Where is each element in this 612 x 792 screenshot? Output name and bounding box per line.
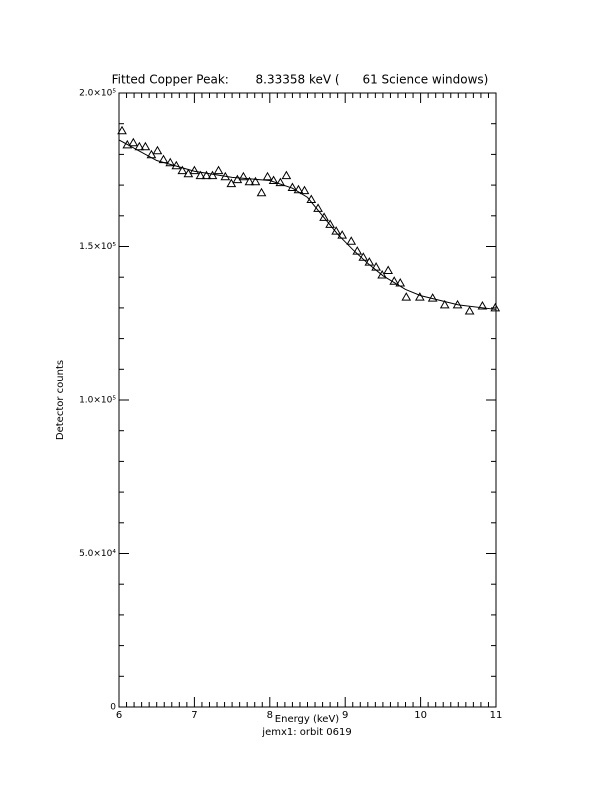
data-point [140, 141, 151, 151]
data-point [177, 165, 188, 175]
data-point [213, 165, 224, 175]
data-point [134, 141, 145, 151]
fit-line [118, 139, 497, 310]
data-point [117, 125, 127, 135]
data-point [477, 301, 488, 310]
data-point [383, 265, 394, 274]
x-axis-label: Energy (keV) [275, 714, 340, 725]
y-tick-label: 1.5×10⁵ [79, 242, 116, 252]
data-point [201, 170, 212, 180]
data-point [401, 292, 412, 301]
data-point [371, 262, 381, 271]
data-point [165, 157, 176, 167]
data-point [464, 305, 475, 315]
y-tick-label: 0 [110, 703, 116, 713]
data-point [268, 175, 279, 184]
x-tick-label: 9 [342, 710, 348, 721]
data-point [389, 276, 400, 285]
data-point [346, 236, 357, 245]
y-tick-label: 5.0×10⁴ [79, 549, 116, 559]
y-axis-label: Detector counts [55, 360, 66, 440]
x-tick-label: 8 [267, 710, 273, 721]
data-point [414, 292, 425, 301]
data-point [293, 184, 304, 194]
data-point [377, 270, 388, 279]
data-point [490, 302, 501, 312]
data-point [250, 176, 261, 186]
y-tick-label: 2.0×10⁵ [79, 89, 116, 99]
data-point [128, 137, 139, 147]
data-point [281, 170, 292, 180]
x-tick-label: 11 [490, 710, 503, 721]
plot-frame [118, 92, 497, 708]
chart-title: Fitted Copper Peak: 8.33358 keV ( 61 Sci… [112, 73, 489, 87]
subtitle: jemx1: orbit 0619 [261, 727, 351, 738]
data-point [122, 139, 133, 149]
data-point [207, 170, 218, 180]
data-point [439, 299, 450, 309]
data-point [319, 212, 329, 221]
x-tick-label: 6 [116, 710, 122, 721]
data-point [275, 177, 286, 187]
data-point [299, 185, 310, 195]
data-point [325, 219, 335, 228]
y-tick-label: 1.0×10⁵ [79, 396, 116, 406]
data-point [238, 171, 249, 181]
data-point [244, 176, 255, 186]
data-point [152, 145, 163, 155]
x-tick-label: 10 [414, 710, 427, 721]
data-point [262, 171, 273, 181]
x-tick-label: 7 [191, 710, 197, 721]
data-point [195, 170, 206, 180]
data-point [189, 165, 200, 175]
data-point [256, 187, 267, 197]
